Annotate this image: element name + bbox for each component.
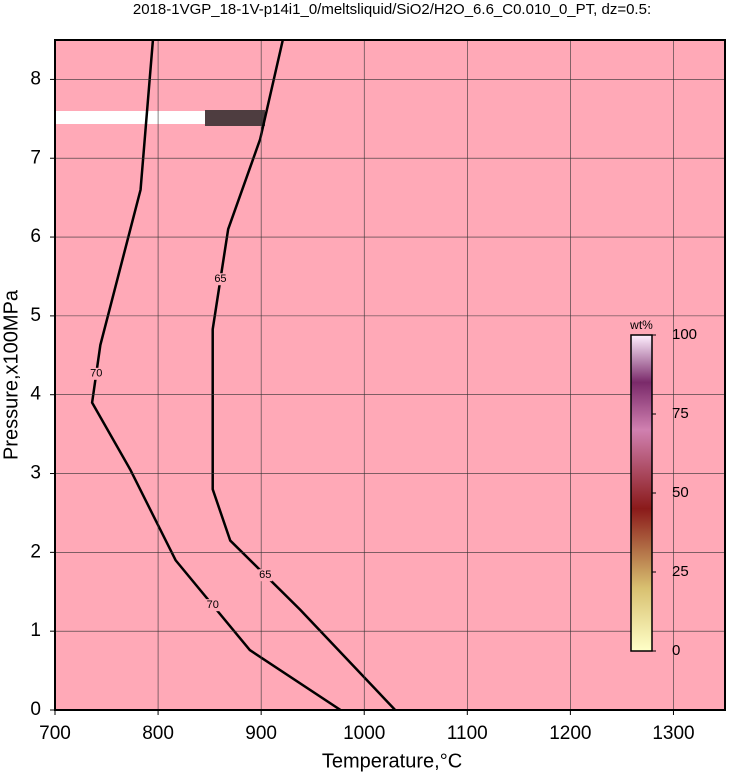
x-tick-label: 1100 xyxy=(447,723,488,744)
contour-label: 70 xyxy=(207,599,219,611)
colorbar-label: wt% xyxy=(629,318,653,332)
y-tick-label: 1 xyxy=(30,620,41,641)
contour-label-bg xyxy=(213,273,228,286)
x-tick-label: 1000 xyxy=(343,723,385,744)
x-axis-label: Temperature,°C xyxy=(322,750,462,772)
x-tick-label: 700 xyxy=(39,723,71,744)
x-tick-label: 800 xyxy=(142,723,174,744)
contour-label-bg xyxy=(205,599,220,612)
y-tick-label: 3 xyxy=(30,463,41,484)
colorbar xyxy=(630,334,653,652)
colorbar-tick-label: 50 xyxy=(672,484,689,501)
dense-band xyxy=(205,110,265,126)
colorbar-tick-label: 25 xyxy=(672,563,689,580)
no-data-band xyxy=(55,111,205,124)
colorbar-tick-label: 75 xyxy=(672,405,689,422)
chart-title: 2018-1VGP_18-1V-p14i1_0/meltsliquid/SiO2… xyxy=(133,1,651,18)
contour-layer xyxy=(90,40,397,710)
plot-frame xyxy=(54,39,726,711)
contour-label-bg xyxy=(258,569,273,582)
y-axis-label: Pressure,x100MPa xyxy=(0,289,22,460)
x-tick-label: 1200 xyxy=(549,723,591,744)
contour-label: 65 xyxy=(259,569,271,581)
contour-line xyxy=(90,40,342,710)
y-tick-label: 7 xyxy=(30,147,41,168)
colorbar-tick-label: 0 xyxy=(672,642,680,659)
y-tick-label: 8 xyxy=(30,68,41,89)
y-tick-label: 5 xyxy=(30,305,41,326)
y-tick-label: 6 xyxy=(30,226,41,247)
contour-line xyxy=(211,40,397,710)
contour-label: 70 xyxy=(90,368,102,380)
x-tick-label: 1300 xyxy=(652,723,694,744)
plot-background xyxy=(55,40,725,710)
colorbar-tick-label: 100 xyxy=(672,326,697,343)
y-tick-label: 4 xyxy=(30,384,41,405)
y-tick-label: 2 xyxy=(30,541,41,562)
contour-label: 65 xyxy=(214,273,226,285)
x-tick-label: 900 xyxy=(245,723,277,744)
y-tick-label: 0 xyxy=(30,699,41,720)
contour-label-bg xyxy=(89,367,104,380)
